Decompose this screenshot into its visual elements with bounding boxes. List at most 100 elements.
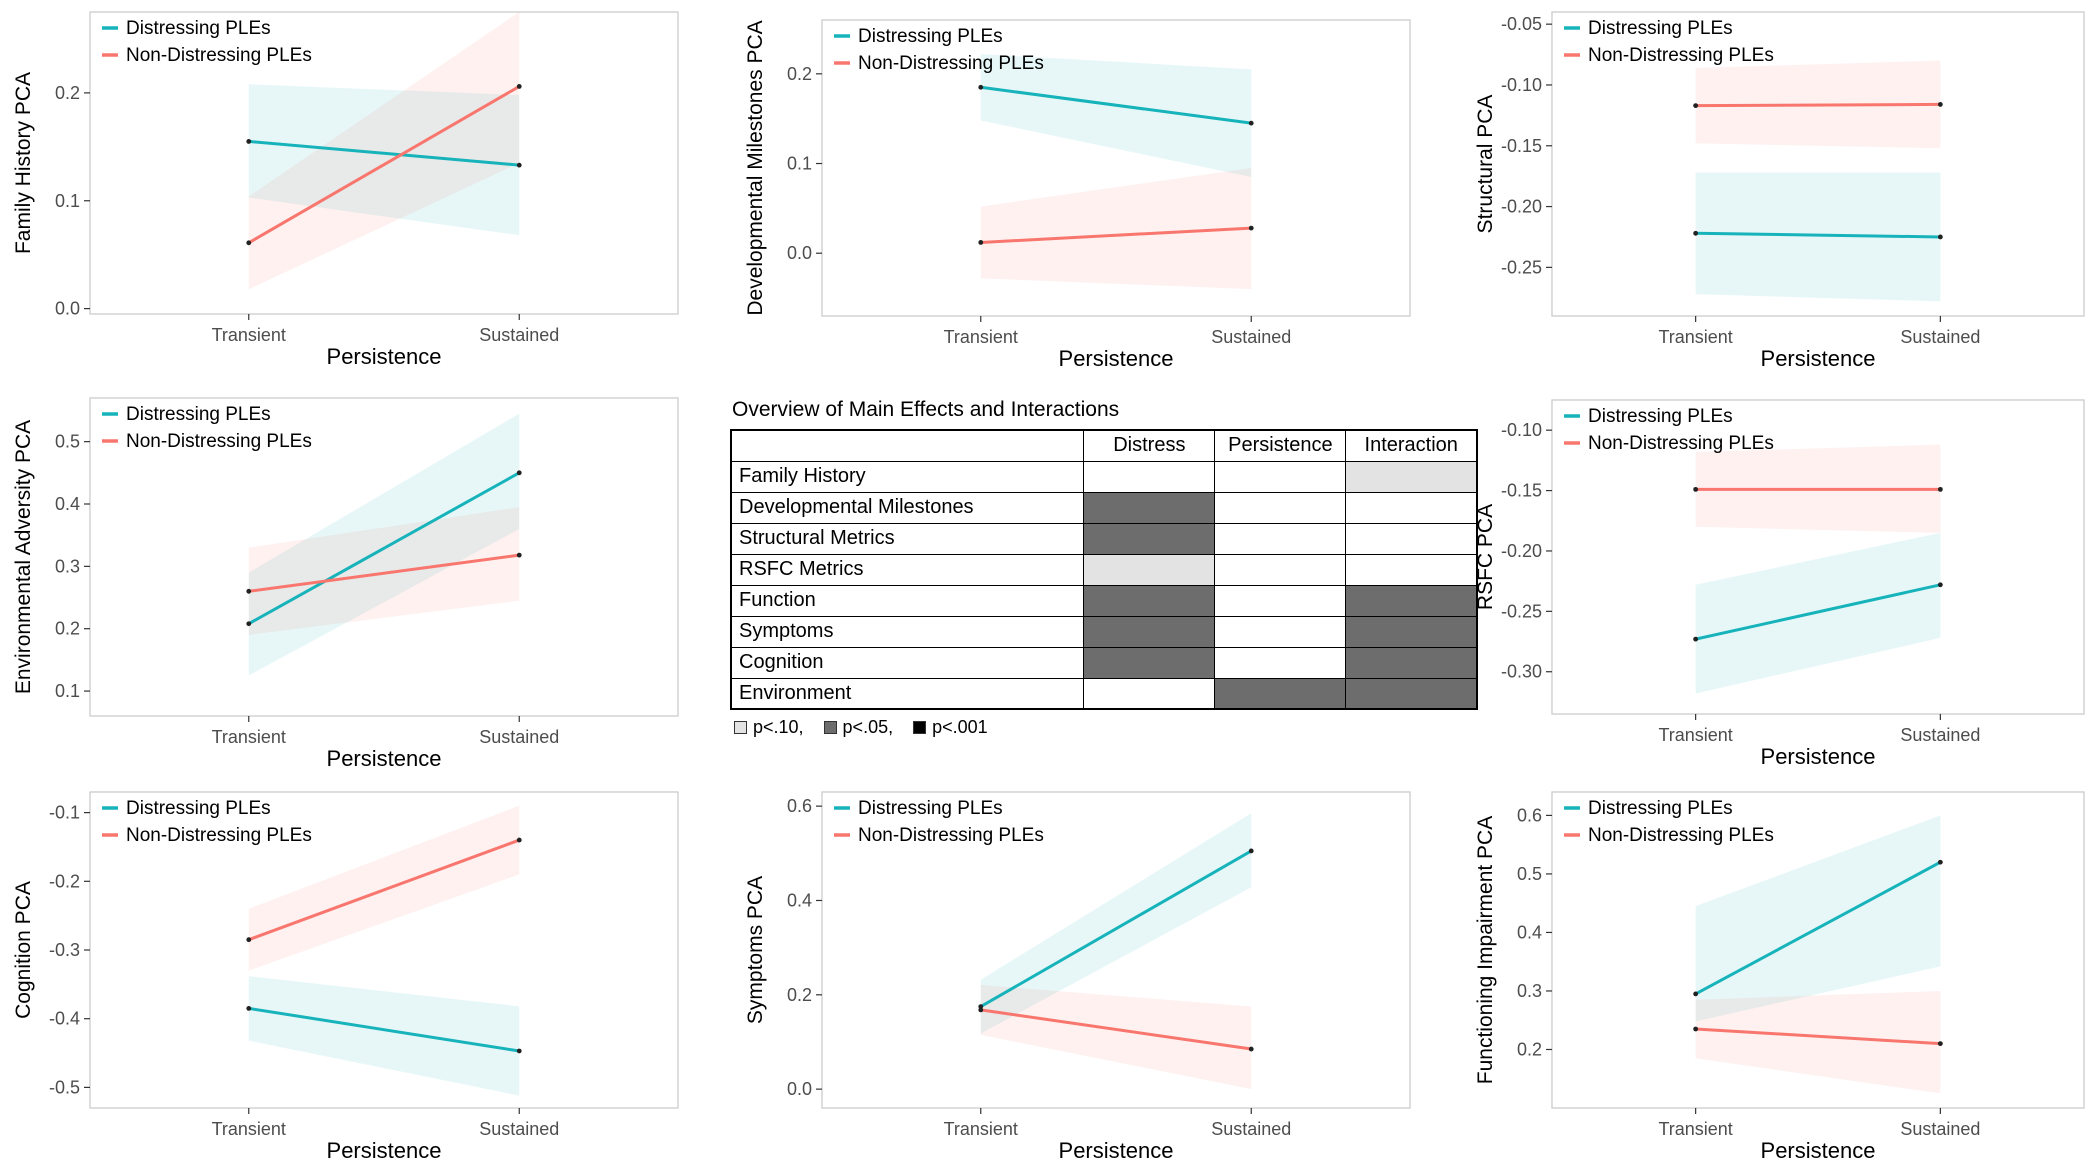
table-legend-label: p<.001 — [932, 717, 988, 737]
data-point — [1693, 636, 1699, 642]
legend-label: Distressing PLEs — [858, 798, 1003, 819]
x-axis-title: Persistence — [1059, 1138, 1174, 1163]
x-tick-label: Transient — [1658, 725, 1732, 745]
y-tick-label: 0.5 — [1517, 864, 1542, 884]
plot-panel — [89, 791, 679, 1109]
legend-label: Non-Distressing PLEs — [126, 45, 312, 66]
trend-line — [247, 1006, 521, 1053]
data-point — [1248, 1046, 1254, 1052]
significance-cell — [1345, 584, 1478, 617]
data-point — [1937, 859, 1943, 865]
data-point — [1937, 1041, 1943, 1047]
chart-svg: 0.0 0.1 0.2 Transient Sustained Persistence Fa… — [12, 11, 679, 369]
y-tick-label: -0.3 — [49, 940, 80, 960]
x-tick-label: Transient — [1658, 1119, 1732, 1139]
data-point — [1937, 102, 1943, 107]
y-axis-title: Functioning Impairment PCA — [1474, 816, 1497, 1084]
significance-swatch-icon — [734, 721, 747, 734]
significance-cell — [1214, 584, 1347, 617]
x-tick-label: Sustained — [1900, 725, 1980, 745]
significance-cell — [1083, 491, 1216, 524]
significance-cell — [1214, 615, 1347, 648]
row-label: Environment — [730, 677, 1085, 710]
significance-cell — [1083, 615, 1216, 648]
data-point — [246, 621, 252, 627]
symptoms-pca-chart: 0.0 0.2 0.4 0.6 Transient Sustained Persistenc… — [742, 784, 1422, 1164]
significance-cell — [1083, 646, 1216, 679]
data-point — [978, 1004, 984, 1009]
chart-svg: 0.1 0.2 0.3 0.4 0.5 Transient Sustained Persist… — [12, 397, 679, 771]
significance-cell — [1345, 460, 1478, 493]
y-tick-label: -0.20 — [1501, 197, 1542, 217]
x-tick-label: Sustained — [1900, 1119, 1980, 1139]
y-tick-label: 0.2 — [55, 83, 80, 103]
table-corner-cell — [730, 429, 1085, 462]
y-tick-label: 0.0 — [787, 243, 812, 263]
data-point — [1693, 103, 1699, 109]
y-tick-label: -0.5 — [49, 1077, 80, 1097]
table-row: Developmental Milestones — [730, 491, 1478, 524]
structural-pca-chart: -0.05 -0.10 -0.15 -0.20 -0.25 Transient Sustai… — [1472, 4, 2096, 372]
plot-panel — [89, 397, 679, 717]
significance-cell — [1214, 646, 1347, 679]
table-legend-item: p<.001 — [913, 717, 988, 738]
significance-cell — [1214, 553, 1347, 586]
confidence-ribbon — [248, 976, 520, 1096]
x-axis-title: Persistence — [327, 746, 442, 771]
legend-label: Non-Distressing PLEs — [1588, 45, 1774, 66]
row-label: Symptoms — [730, 615, 1085, 648]
y-tick-label: 0.4 — [1517, 922, 1542, 942]
y-tick-label: 0.4 — [55, 494, 80, 514]
trend-line — [1694, 860, 1942, 996]
significance-cell — [1083, 553, 1216, 586]
x-tick-label: Sustained — [1211, 327, 1291, 347]
y-tick-label: -0.10 — [1501, 75, 1542, 95]
column-header: Interaction — [1345, 429, 1478, 462]
confidence-ribbon — [1695, 815, 1941, 1022]
significance-cell — [1345, 615, 1478, 648]
y-tick-label: -0.30 — [1501, 662, 1542, 682]
y-tick-label: 0.1 — [787, 154, 812, 174]
confidence-ribbon — [980, 813, 1252, 1034]
x-tick-label: Transient — [212, 325, 286, 345]
confidence-ribbon — [248, 12, 520, 290]
legend-label: Non-Distressing PLEs — [1588, 825, 1774, 846]
legend-label: Distressing PLEs — [126, 798, 271, 819]
data-point — [978, 1007, 984, 1013]
plot-panel — [821, 791, 1411, 1109]
x-tick-label: Transient — [1658, 327, 1732, 347]
trend-line — [1694, 1027, 1942, 1046]
data-point — [246, 139, 252, 144]
effects-table-title: Overview of Main Effects and Interaction… — [732, 398, 1120, 421]
table-row: Environment — [730, 677, 1478, 710]
y-tick-label: -0.25 — [1501, 601, 1542, 621]
y-axis-title: Family History PCA — [12, 72, 35, 254]
data-point — [516, 470, 522, 476]
x-tick-label: Transient — [944, 327, 1018, 347]
chart-svg: -0.1 -0.2 -0.3 -0.4 -0.5 Transient Sustained Pe… — [12, 791, 679, 1163]
x-axis-title: Persistence — [327, 344, 442, 369]
row-label: Family History — [730, 460, 1085, 493]
table-row: Structural Metrics — [730, 522, 1478, 555]
row-label: Function — [730, 584, 1085, 617]
chart-svg: -0.05 -0.10 -0.15 -0.20 -0.25 Transient Sustai… — [1474, 11, 2085, 371]
x-axis-title: Persistence — [1059, 346, 1174, 371]
row-label: Structural Metrics — [730, 522, 1085, 555]
table-legend-item: p<.05, — [823, 717, 894, 738]
chart-svg: 0.2 0.3 0.4 0.5 0.6 Transient Sustained Persist… — [1474, 791, 2085, 1163]
legend-label: Distressing PLEs — [1588, 798, 1733, 819]
y-tick-label: -0.20 — [1501, 541, 1542, 561]
table-legend-label: p<.05, — [842, 717, 894, 737]
y-axis-title: Structural PCA — [1474, 95, 1497, 234]
y-tick-label: -0.1 — [49, 803, 80, 823]
data-point — [516, 84, 522, 89]
y-tick-label: -0.4 — [49, 1009, 80, 1029]
data-point — [1937, 486, 1943, 492]
plot-panel — [1551, 791, 2085, 1109]
y-tick-label: 0.0 — [55, 299, 80, 319]
row-label: Cognition — [730, 646, 1085, 679]
data-point — [1248, 225, 1254, 231]
legend-label: Non-Distressing PLEs — [126, 431, 312, 452]
significance-cell — [1345, 522, 1478, 555]
significance-cell — [1083, 522, 1216, 555]
